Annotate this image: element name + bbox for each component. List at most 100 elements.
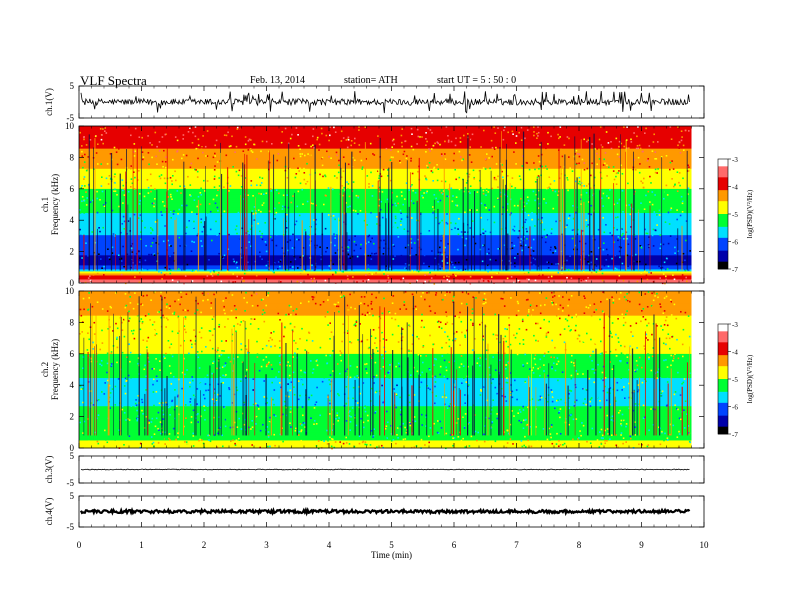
spectrogram-pixel — [186, 256, 189, 258]
spectrogram-pixel — [310, 145, 312, 148]
spectrogram-pixel — [345, 386, 348, 388]
spectrogram-pixel — [596, 152, 598, 155]
spectrogram-pixel — [579, 385, 582, 388]
spectrogram-pixel — [612, 299, 615, 301]
spectrogram-pixel — [511, 390, 514, 393]
spectrogram-pixel — [284, 127, 287, 130]
date-label: Feb. 13, 2014 — [250, 75, 305, 86]
spectrogram-band — [79, 389, 692, 393]
spectrogram-pixel — [332, 438, 334, 441]
spectrogram-pixel — [103, 393, 106, 395]
spectrogram-pixel — [549, 259, 552, 262]
spectrogram-pixel — [247, 149, 250, 151]
spectrogram-pixel — [485, 188, 488, 190]
spectrogram-pixel — [214, 229, 216, 232]
spectrogram-pixel — [316, 359, 318, 361]
spectrogram-pixel — [149, 356, 151, 358]
spectrogram-pixel — [172, 303, 175, 305]
spectrogram-pixel — [613, 203, 615, 206]
spectrogram-pixel — [607, 197, 610, 199]
spectrogram-pixel — [549, 187, 551, 190]
spectrogram-pixel — [124, 318, 126, 321]
spectrogram-pixel — [408, 350, 410, 352]
y-tick-label: 8 — [70, 152, 75, 162]
spectrogram-pixel — [319, 201, 322, 203]
spectrogram-pixel — [455, 275, 457, 277]
spectrogram-pixel — [80, 187, 83, 189]
spectrogram-pixel — [161, 136, 164, 138]
spectrogram-pixel — [543, 228, 546, 231]
spectrogram-pixel — [261, 204, 264, 206]
spectrogram-pixel — [279, 265, 281, 268]
spectrogram-pixel — [102, 128, 104, 130]
spectrogram-pixel — [227, 269, 230, 271]
spectrogram-pixel — [595, 258, 598, 260]
spectrogram-pixel — [269, 250, 271, 252]
spectrogram-pixel — [293, 393, 296, 396]
spectrogram-pixel — [100, 431, 103, 433]
spectrogram-band — [79, 441, 692, 445]
spectrogram-pixel — [517, 236, 520, 239]
spectrogram-pixel — [329, 413, 331, 415]
spectrogram-band — [79, 158, 692, 161]
spectrogram-pixel — [375, 374, 378, 377]
spectrogram-band — [79, 260, 692, 264]
spectrogram-pixel — [185, 204, 188, 207]
spectrogram-pixel — [583, 340, 585, 343]
spectrogram-pixel — [488, 209, 491, 211]
spectrogram-pixel — [271, 239, 273, 242]
spectrogram-pixel — [580, 434, 582, 437]
spectrogram-pixel — [240, 380, 242, 382]
spectrogram-pixel — [281, 175, 283, 177]
spectrogram-pixel — [370, 387, 373, 390]
spectrogram-pixel — [212, 360, 215, 363]
spectrogram-pixel — [281, 177, 283, 179]
spectrogram-pixel — [453, 332, 456, 335]
spectrogram-band — [79, 313, 692, 316]
spectrogram-pixel — [378, 188, 380, 190]
spectrogram-pixel — [341, 340, 343, 343]
spectrogram-pixel — [268, 340, 270, 342]
spectrogram-pixel — [105, 165, 108, 167]
spectrogram-pixel — [441, 386, 443, 389]
spectrogram-pixel — [535, 322, 537, 325]
spectrogram-pixel — [557, 271, 560, 274]
spectrogram-pixel — [213, 293, 215, 296]
colorbar-segment — [718, 214, 728, 217]
spectrogram-pixel — [484, 298, 487, 301]
spectrogram-pixel — [366, 414, 369, 417]
spectrogram-pixel — [657, 336, 660, 338]
spectrogram-pixel — [102, 142, 104, 145]
spectrogram-pixel — [641, 150, 644, 153]
spectrogram-pixel — [689, 319, 691, 321]
spectrogram-pixel — [651, 355, 654, 358]
spectrogram-pixel — [238, 202, 241, 204]
spectrogram-pixel — [477, 159, 479, 162]
spectrogram-pixel — [665, 295, 668, 298]
spectrogram-pixel — [315, 218, 317, 221]
spectrogram-pixel — [464, 413, 467, 415]
spectrogram-pixel — [120, 158, 123, 161]
spectrogram-pixel — [408, 324, 410, 327]
colorbar-segment — [718, 223, 728, 226]
spectrogram-pixel — [184, 316, 187, 318]
spectrogram-pixel — [393, 435, 396, 437]
spectrogram-pixel — [355, 194, 358, 197]
spectrogram-pixel — [536, 414, 538, 416]
spectrogram-pixel — [317, 237, 320, 239]
spectrogram-pixel — [105, 439, 107, 441]
spectrogram-pixel — [492, 218, 494, 220]
spectrogram-pixel — [365, 274, 367, 276]
spectrogram-pixel — [399, 425, 401, 428]
spectrogram-pixel — [208, 434, 210, 436]
spectrogram-pixel — [109, 178, 112, 180]
spectrogram-pixel — [187, 358, 189, 361]
spectrogram-pixel — [669, 161, 672, 164]
spectrogram-pixel — [599, 275, 602, 278]
spectrogram-pixel — [450, 140, 453, 143]
spectrogram-pixel — [673, 393, 676, 396]
spectrogram-pixel — [378, 204, 380, 207]
spectrogram-pixel — [610, 166, 613, 168]
spectrogram-pixel — [357, 155, 360, 157]
spectrogram-pixel — [456, 204, 458, 207]
